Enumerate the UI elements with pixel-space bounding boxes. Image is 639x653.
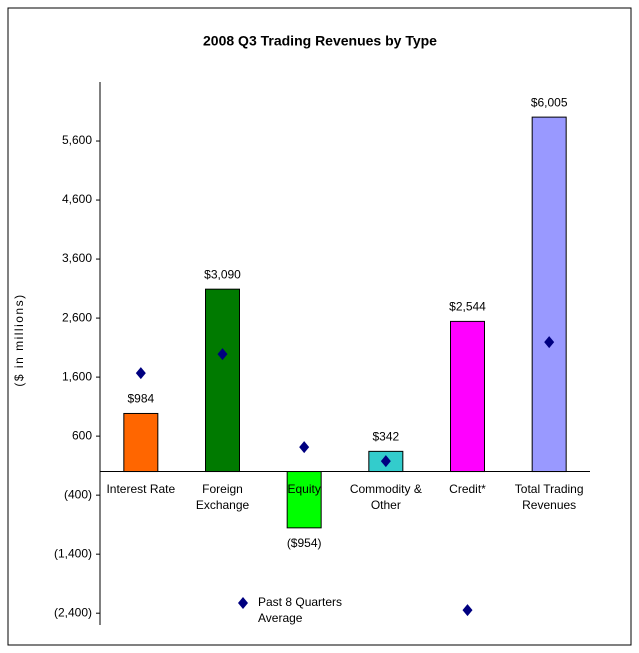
x-tick-label: Foreign Exchange (195, 481, 250, 512)
y-tick-label: (2,400) (54, 605, 92, 619)
value-label: $3,090 (204, 267, 241, 281)
value-label: $6,005 (531, 95, 568, 109)
y-axis-label: ($ in millions) (12, 293, 26, 386)
legend-label: Past 8 Quarters Average (258, 595, 343, 625)
y-tick-label: 600 (72, 428, 92, 442)
value-label: $2,544 (449, 300, 486, 314)
x-tick-label: Interest Rate (106, 481, 176, 496)
x-tick-label: Total Trading Revenues (514, 481, 584, 512)
average-marker (135, 367, 146, 380)
x-tick-label: Commodity & Other (349, 481, 422, 512)
y-tick-label: 4,600 (62, 192, 92, 206)
average-marker (380, 455, 391, 468)
bar (531, 116, 567, 473)
value-label: $342 (372, 430, 399, 444)
average-marker (462, 604, 473, 617)
y-tick-label: 3,600 (62, 251, 92, 265)
x-tick-label: Credit* (449, 481, 486, 496)
y-tick-label: (400) (64, 487, 92, 501)
bar (205, 288, 240, 473)
bar (123, 412, 159, 473)
x-tick-label: Equity (287, 481, 321, 496)
average-marker (544, 336, 555, 349)
y-tick-label: (1,400) (54, 546, 92, 560)
average-marker (299, 441, 310, 454)
legend-marker (238, 597, 248, 609)
average-marker (217, 348, 228, 361)
y-tick-label: 5,600 (62, 133, 92, 147)
y-tick-label: 2,600 (62, 310, 92, 324)
value-label: $984 (127, 392, 154, 406)
y-tick-label: 1,600 (62, 369, 92, 383)
chart-border (7, 7, 632, 646)
chart-title: 2008 Q3 Trading Revenues by Type (203, 33, 437, 49)
value-label: ($954) (287, 536, 322, 550)
bar (450, 320, 485, 473)
